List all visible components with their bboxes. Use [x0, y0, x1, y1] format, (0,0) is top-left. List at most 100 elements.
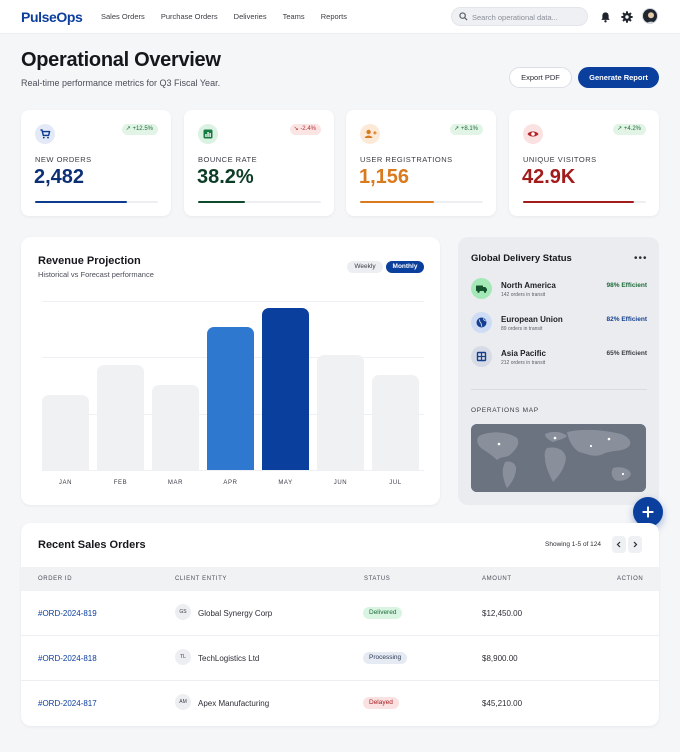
gear-icon[interactable]: [621, 11, 633, 23]
prev-page-button[interactable]: [612, 536, 626, 553]
kpi-progress: [523, 201, 646, 203]
column-header-order-id[interactable]: ORDER ID: [38, 576, 73, 582]
generate-report-button[interactable]: Generate Report: [578, 67, 659, 88]
order-amount: $45,210.00: [482, 699, 523, 708]
delivery-status-card: Global Delivery Status ••• North America…: [458, 237, 659, 505]
x-tick-label: FEB: [113, 480, 128, 486]
trend-badge: ↗ +8.1%: [450, 124, 483, 135]
bar-feb[interactable]: [97, 365, 144, 470]
nav-link-sales-orders[interactable]: Sales Orders: [101, 12, 145, 21]
table-row[interactable]: #ORD-2024-818 TL TechLogistics Ltd Proce…: [21, 636, 659, 681]
top-nav: PulseOps Sales Orders Purchase Orders De…: [0, 0, 680, 34]
export-pdf-button[interactable]: Export PDF: [509, 67, 572, 88]
trend-badge: ↘ -2.4%: [289, 124, 321, 135]
revenue-title: Revenue Projection: [38, 255, 141, 267]
column-header-client-entity[interactable]: CLIENT ENTITY: [175, 576, 228, 582]
bell-icon[interactable]: [600, 11, 611, 23]
gridline: [42, 470, 424, 471]
bar-mar[interactable]: [152, 385, 199, 470]
client-avatar: AM: [175, 694, 191, 710]
user-avatar-icon: [646, 12, 656, 23]
region-transit: 89 orders in transit: [501, 326, 543, 332]
region-name: Asia Pacific: [501, 349, 546, 358]
x-tick-label: APR: [223, 480, 238, 486]
bar-jul[interactable]: [372, 375, 419, 470]
kpi-label: NEW ORDERS: [35, 155, 92, 164]
client-name: TechLogistics Ltd: [198, 654, 260, 663]
column-header-status[interactable]: STATUS: [364, 576, 391, 582]
bar-jun[interactable]: [317, 355, 364, 470]
kpi-progress: [198, 201, 321, 203]
kpi-value: 2,482: [34, 166, 85, 188]
kpi-card-bounce-rate: ↘ -2.4% BOUNCE RATE 38.2%: [184, 110, 334, 216]
client-name: Apex Manufacturing: [198, 699, 270, 708]
status-badge: Delivered: [363, 607, 403, 619]
operations-map-label: OPERATIONS MAP: [471, 407, 539, 414]
order-id-link[interactable]: #ORD-2024-818: [38, 654, 97, 663]
nav-link-deliveries[interactable]: Deliveries: [233, 12, 267, 21]
bar-jan[interactable]: [42, 395, 89, 470]
kpi-progress-fill: [523, 201, 634, 203]
page-subtitle: Real-time performance metrics for Q3 Fis…: [21, 78, 221, 88]
order-id-link[interactable]: #ORD-2024-819: [38, 609, 97, 618]
kpi-progress: [35, 201, 158, 203]
nav-link-teams[interactable]: Teams: [282, 12, 305, 21]
order-id-link[interactable]: #ORD-2024-817: [38, 699, 97, 708]
status-badge: Delayed: [363, 697, 399, 709]
x-tick-label: JUN: [333, 480, 348, 486]
nav-links: Sales Orders Purchase Orders Deliveries …: [101, 12, 361, 21]
kpi-label: BOUNCE RATE: [198, 155, 258, 164]
nav-link-reports[interactable]: Reports: [320, 12, 348, 21]
order-amount: $12,450.00: [482, 609, 523, 618]
revenue-subtitle: Historical vs Forecast performance: [38, 270, 154, 279]
trend-value: +4.2%: [623, 126, 641, 132]
trend-value: +12.5%: [132, 126, 153, 132]
kpi-label: UNIQUE VISITORS: [523, 155, 597, 164]
trend-value: -2.4%: [300, 126, 316, 132]
search-input[interactable]: Search operational data...: [451, 7, 588, 26]
region-row-european-union[interactable]: European Union 89 orders in transit 82% …: [471, 312, 647, 334]
kpi-label: USER REGISTRATIONS: [360, 155, 453, 164]
table-row[interactable]: #ORD-2024-819 GS Global Synergy Corp Del…: [21, 591, 659, 636]
eye-icon: [523, 124, 543, 144]
next-page-button[interactable]: [628, 536, 642, 553]
kpi-progress-fill: [198, 201, 245, 203]
divider: [471, 389, 647, 390]
region-row-asia-pacific[interactable]: Asia Pacific 212 orders in transit 65% E…: [471, 346, 647, 368]
order-amount: $8,900.00: [482, 654, 518, 663]
client-name: Global Synergy Corp: [198, 609, 273, 618]
gridline: [42, 301, 424, 302]
region-name: European Union: [501, 315, 563, 324]
globe-icon: [471, 312, 492, 333]
x-tick-label: MAY: [278, 480, 293, 486]
pagination-summary: Showing 1-5 of 124: [545, 541, 602, 548]
nav-link-purchase-orders[interactable]: Purchase Orders: [160, 12, 218, 21]
page-title: Operational Overview: [21, 49, 221, 71]
trend-value: +8.1%: [460, 126, 478, 132]
bar-may[interactable]: [262, 308, 309, 470]
kpi-card-unique-visitors: ↗ +4.2% UNIQUE VISITORS 42.9K: [509, 110, 659, 216]
operations-map[interactable]: [471, 424, 646, 492]
toggle-weekly[interactable]: Weekly: [347, 261, 383, 273]
bar-apr[interactable]: [207, 327, 254, 470]
region-row-north-america[interactable]: North America 142 orders in transit 98% …: [471, 278, 647, 300]
warehouse-icon: [471, 346, 492, 367]
avatar[interactable]: [642, 8, 658, 24]
chevron-left-icon: [616, 541, 621, 548]
column-header-amount[interactable]: AMOUNT: [482, 576, 512, 582]
x-tick-label: MAR: [167, 480, 184, 486]
brand-logo[interactable]: PulseOps: [21, 9, 83, 25]
user-add-icon: [360, 124, 380, 144]
chart-icon: [198, 124, 218, 144]
search-icon: [459, 12, 468, 21]
add-fab-button[interactable]: [633, 497, 663, 527]
table-header: ORDER ID CLIENT ENTITY STATUS AMOUNT ACT…: [21, 567, 659, 591]
trend-badge: ↗ +12.5%: [121, 124, 158, 135]
more-options-icon[interactable]: •••: [634, 253, 648, 264]
region-transit: 212 orders in transit: [501, 360, 546, 366]
table-row[interactable]: #ORD-2024-817 AM Apex Manufacturing Dela…: [21, 681, 659, 726]
status-badge: Processing: [363, 652, 408, 664]
chevron-right-icon: [633, 541, 638, 548]
x-tick-label: JAN: [58, 480, 73, 486]
toggle-monthly[interactable]: Monthly: [386, 261, 424, 273]
